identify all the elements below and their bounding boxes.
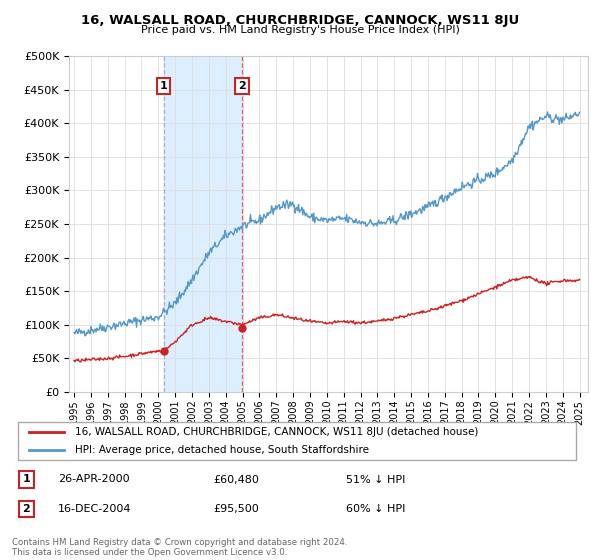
Text: 1: 1 [23, 474, 30, 484]
Text: 2: 2 [23, 504, 30, 514]
Text: 16, WALSALL ROAD, CHURCHBRIDGE, CANNOCK, WS11 8JU: 16, WALSALL ROAD, CHURCHBRIDGE, CANNOCK,… [81, 14, 519, 27]
Text: 16, WALSALL ROAD, CHURCHBRIDGE, CANNOCK, WS11 8JU (detached house): 16, WALSALL ROAD, CHURCHBRIDGE, CANNOCK,… [76, 427, 479, 437]
Text: HPI: Average price, detached house, South Staffordshire: HPI: Average price, detached house, Sout… [76, 445, 370, 455]
FancyBboxPatch shape [18, 422, 577, 460]
Text: 2: 2 [238, 81, 246, 91]
Text: Price paid vs. HM Land Registry's House Price Index (HPI): Price paid vs. HM Land Registry's House … [140, 25, 460, 35]
Text: 60% ↓ HPI: 60% ↓ HPI [346, 504, 406, 514]
Text: 51% ↓ HPI: 51% ↓ HPI [346, 474, 406, 484]
Text: 26-APR-2000: 26-APR-2000 [58, 474, 130, 484]
Text: £60,480: £60,480 [214, 474, 259, 484]
Text: 16-DEC-2004: 16-DEC-2004 [58, 504, 131, 514]
Text: Contains HM Land Registry data © Crown copyright and database right 2024.
This d: Contains HM Land Registry data © Crown c… [12, 538, 347, 557]
Bar [164, 56, 242, 392]
Text: 1: 1 [160, 81, 167, 91]
Text: £95,500: £95,500 [214, 504, 259, 514]
